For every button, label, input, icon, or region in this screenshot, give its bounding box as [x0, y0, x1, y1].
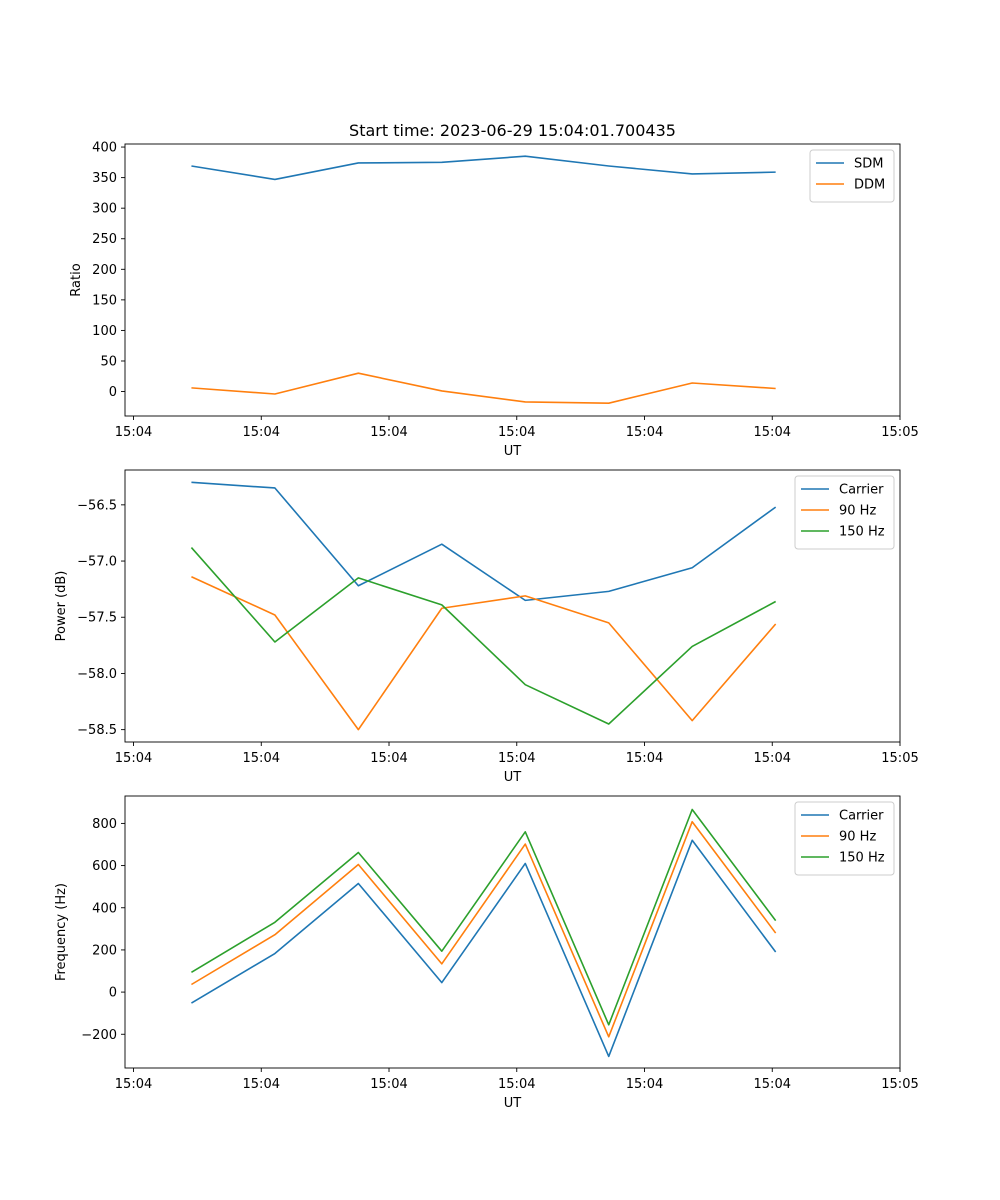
- y-tick-label: 200: [92, 943, 117, 958]
- y-tick-label: −57.0: [77, 555, 117, 570]
- x-tick-label: 15:04: [243, 425, 280, 440]
- x-tick-label: 15:04: [626, 751, 663, 766]
- axes-frame: [124, 469, 901, 743]
- legend-label: 90 Hz: [839, 830, 876, 845]
- x-tick-label: 15:05: [881, 1077, 918, 1092]
- y-tick-label: 250: [92, 232, 117, 247]
- x-tick-label: 15:04: [626, 1077, 663, 1092]
- y-tick-label: −200: [81, 1028, 117, 1043]
- series-line-90-hz: [191, 820, 777, 1038]
- x-tick-label: 15:04: [115, 1077, 152, 1092]
- series-line-carrier: [191, 481, 777, 602]
- frequency-subplot: 15:04 15:04 15:04 15:04 15:04 15:04 15:05 −200 0…: [54, 795, 919, 1111]
- series-line-150-hz: [191, 808, 777, 1026]
- y-tick-label: 400: [92, 141, 117, 156]
- figure-title: Start time: 2023-06-29 15:04:01.700435: [349, 121, 676, 140]
- x-tick-label: 15:04: [498, 751, 535, 766]
- x-tick-label: 15:04: [626, 425, 663, 440]
- x-tick-label: 15:04: [370, 425, 407, 440]
- series-line-carrier: [191, 839, 777, 1058]
- x-tick-label: 15:04: [754, 425, 791, 440]
- y-tick-label: 300: [92, 202, 117, 217]
- x-tick-label: 15:04: [115, 751, 152, 766]
- x-tick-label: 15:04: [370, 751, 407, 766]
- x-tick-label: 15:04: [243, 751, 280, 766]
- power-subplot: 15:04 15:04 15:04 15:04 15:04 15:04 15:05 −58.5…: [54, 469, 919, 785]
- y-tick-label: −58.5: [77, 723, 117, 738]
- x-tick-label: 15:05: [881, 751, 918, 766]
- y-tick-label: −56.5: [77, 498, 117, 513]
- y-tick-label: 200: [92, 263, 117, 278]
- y-tick-label: −58.0: [77, 667, 117, 682]
- y-tick-label: 800: [92, 817, 117, 832]
- x-tick-label: 15:04: [243, 1077, 280, 1092]
- series-line-sdm: [191, 155, 776, 181]
- y-tick-label: 50: [100, 354, 117, 369]
- legend-label: DDM: [854, 178, 885, 193]
- series-line-150-hz: [190, 547, 777, 725]
- y-tick-label: 100: [92, 324, 117, 339]
- x-axis-label: UT: [504, 770, 522, 785]
- x-tick-label: 15:04: [754, 751, 791, 766]
- x-axis-label: UT: [504, 444, 522, 459]
- x-tick-label: 15:04: [498, 1077, 535, 1092]
- series-line-90-hz: [191, 576, 777, 731]
- y-tick-label: 0: [109, 385, 117, 400]
- y-axis-label: Frequency (Hz): [54, 883, 69, 981]
- legend-label: 150 Hz: [839, 525, 885, 540]
- x-tick-label: 15:04: [115, 425, 152, 440]
- legend-label: SDM: [854, 157, 883, 172]
- y-tick-label: −57.5: [77, 611, 117, 626]
- x-tick-label: 15:04: [370, 1077, 407, 1092]
- x-axis-label: UT: [504, 1096, 522, 1111]
- axes-frame: [124, 795, 901, 1069]
- axes-frame: [124, 143, 901, 417]
- y-tick-label: 400: [92, 901, 117, 916]
- ratio-subplot: 15:04 15:04 15:04 15:04 15:04 15:04 15:05 0 50 10…: [69, 141, 919, 459]
- y-axis-label: Power (dB): [54, 571, 69, 642]
- legend-label: 150 Hz: [839, 851, 885, 866]
- y-axis-label: Ratio: [69, 263, 84, 296]
- y-tick-label: 0: [109, 986, 117, 1001]
- legend-label: Carrier: [839, 483, 884, 498]
- legend-label: Carrier: [839, 809, 884, 824]
- x-tick-label: 15:05: [881, 425, 918, 440]
- series-line-ddm: [191, 372, 776, 404]
- legend-label: 90 Hz: [839, 504, 876, 519]
- y-tick-label: 150: [92, 293, 117, 308]
- y-tick-label: 600: [92, 859, 117, 874]
- y-tick-label: 350: [92, 171, 117, 186]
- x-tick-label: 15:04: [498, 425, 535, 440]
- x-tick-label: 15:04: [754, 1077, 791, 1092]
